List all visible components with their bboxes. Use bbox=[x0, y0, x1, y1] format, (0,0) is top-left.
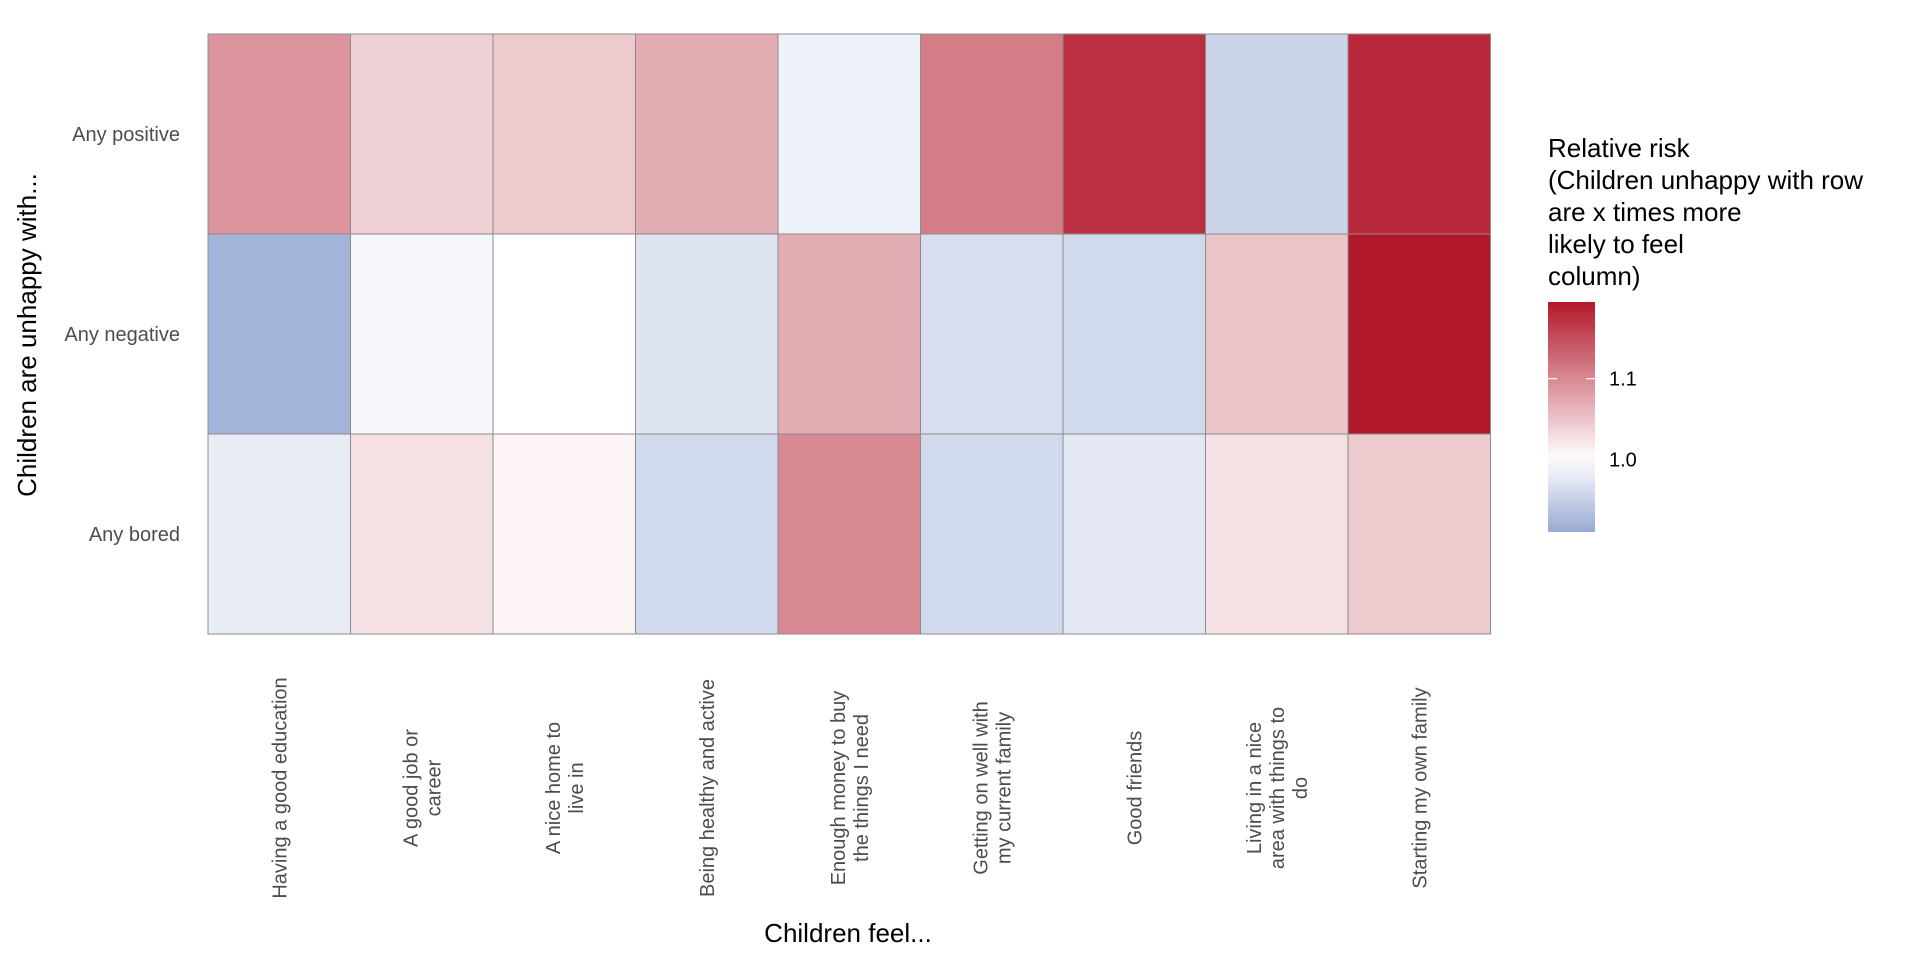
heatmap-cell bbox=[920, 433, 1064, 635]
legend-tick-label: 1.1 bbox=[1609, 369, 1637, 391]
heatmap-cell bbox=[350, 33, 494, 235]
x-tick-label: Starting my own family bbox=[1409, 687, 1431, 888]
heatmap-cell bbox=[207, 33, 351, 235]
heatmap-cell bbox=[207, 433, 351, 635]
heatmap-cell bbox=[1347, 33, 1491, 235]
legend-title-line: (Children unhappy with row bbox=[1548, 165, 1863, 195]
heatmap-cell bbox=[492, 33, 636, 235]
heatmap-cell bbox=[1347, 433, 1491, 635]
heatmap-cell bbox=[492, 233, 636, 435]
heatmap-cell bbox=[635, 433, 779, 635]
y-axis-tick-labels: Any positive Any negative Any bored bbox=[64, 124, 180, 546]
legend-colorbar bbox=[1548, 302, 1595, 532]
heatmap-cell bbox=[1205, 33, 1349, 235]
y-tick-label: Any negative bbox=[64, 324, 180, 346]
legend-tick-label: 1.0 bbox=[1609, 449, 1637, 471]
legend-title-line: are x times more bbox=[1548, 197, 1742, 227]
heatmap-cell bbox=[1205, 233, 1349, 435]
x-tick-label: A good job orcareer bbox=[400, 729, 445, 847]
x-tick-label: Having a good education bbox=[269, 677, 291, 898]
legend-title-line: likely to feel bbox=[1548, 229, 1684, 259]
heatmap-cell bbox=[777, 433, 921, 635]
heatmap-cell bbox=[492, 433, 636, 635]
y-tick-label: Any positive bbox=[72, 124, 180, 146]
heatmap-cell bbox=[350, 233, 494, 435]
y-axis-title: Children are unhappy with... bbox=[12, 173, 42, 497]
heatmap-cell bbox=[777, 233, 921, 435]
y-tick-label: Any bored bbox=[89, 524, 180, 546]
heatmap-cell bbox=[1205, 433, 1349, 635]
heatmap-cell bbox=[635, 33, 779, 235]
heatmap-cell bbox=[1062, 33, 1206, 235]
x-tick-label: Getting on well withmy current family bbox=[970, 701, 1015, 874]
heatmap-cells bbox=[207, 33, 1491, 635]
x-tick-label: Enough money to buythe things I need bbox=[828, 691, 873, 886]
heatmap-cell bbox=[777, 33, 921, 235]
x-tick-label: Living in a nicearea with things todo bbox=[1244, 707, 1312, 869]
legend-ticks: 1.0 1.1 bbox=[1548, 369, 1637, 471]
heatmap-cell bbox=[350, 433, 494, 635]
heatmap-cell bbox=[1347, 233, 1491, 435]
x-tick-label: Being healthy and active bbox=[697, 679, 719, 897]
x-axis-title: Children feel... bbox=[764, 918, 932, 948]
heatmap-cell bbox=[1062, 233, 1206, 435]
color-legend: Relative risk(Children unhappy with rowa… bbox=[1548, 133, 1863, 532]
x-axis-tick-labels: Having a good education A good job orcare… bbox=[269, 677, 1431, 898]
heatmap-cell bbox=[1062, 433, 1206, 635]
heatmap-cell bbox=[207, 233, 351, 435]
legend-title-line: column) bbox=[1548, 261, 1640, 291]
legend-title-line: Relative risk bbox=[1548, 133, 1691, 163]
heatmap-cell bbox=[920, 33, 1064, 235]
x-tick-label: Good friends bbox=[1124, 731, 1146, 846]
heatmap-cell bbox=[920, 233, 1064, 435]
heatmap-cell bbox=[635, 233, 779, 435]
x-tick-label: A nice home tolive in bbox=[543, 722, 588, 854]
legend-title: Relative risk(Children unhappy with rowa… bbox=[1548, 133, 1863, 291]
